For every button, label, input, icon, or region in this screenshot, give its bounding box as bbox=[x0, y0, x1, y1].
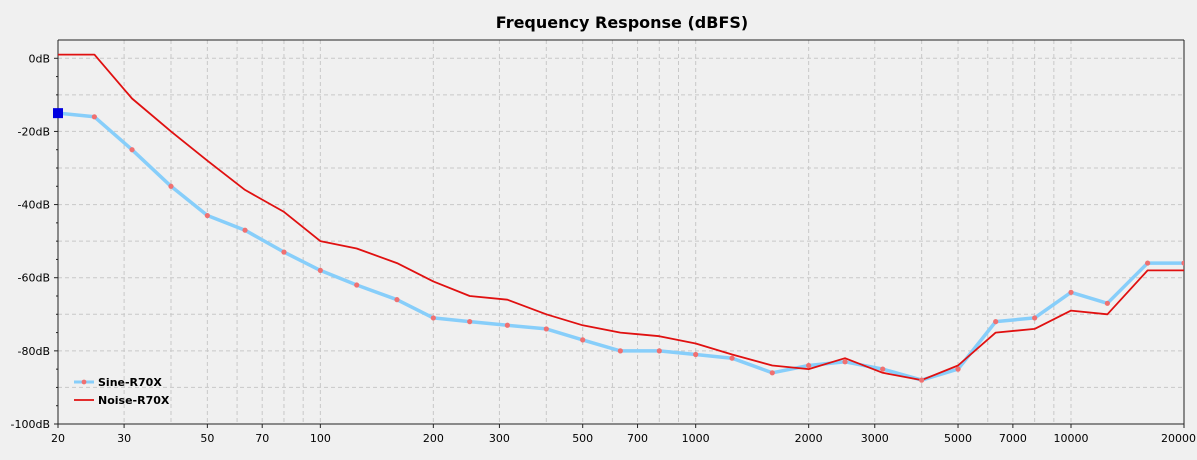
legend-marker-sine-r70x bbox=[81, 379, 87, 385]
y-tick-label: -40dB bbox=[18, 199, 51, 212]
legend-label-sine-r70x: Sine-R70X bbox=[98, 376, 162, 389]
data-point-sine-r70x bbox=[729, 355, 735, 361]
data-point-sine-r70x bbox=[168, 183, 174, 189]
x-tick-label: 200 bbox=[423, 432, 444, 445]
data-point-sine-r70x bbox=[281, 249, 287, 255]
legend-label-noise-r70x: Noise-R70X bbox=[98, 394, 170, 407]
series-line-sine-r70x bbox=[58, 111, 1184, 382]
x-tick-label: 3000 bbox=[861, 432, 889, 445]
data-point-sine-r70x bbox=[1068, 289, 1074, 295]
data-point-sine-r70x bbox=[880, 366, 886, 372]
data-point-sine-r70x bbox=[204, 212, 210, 219]
data-point-sine-r70x bbox=[806, 362, 812, 369]
x-tick-label: 2000 bbox=[795, 432, 823, 445]
data-point-sine-r70x bbox=[467, 319, 473, 325]
x-tick-label: 500 bbox=[572, 432, 593, 445]
x-tick-label: 7000 bbox=[999, 432, 1027, 445]
x-tick-label: 300 bbox=[489, 432, 510, 445]
data-point-sine-r70x bbox=[769, 370, 775, 376]
x-tick-label: 20 bbox=[51, 432, 65, 445]
data-point-sine-r70x bbox=[317, 267, 323, 273]
data-point-sine-r70x bbox=[1145, 260, 1151, 266]
data-point-sine-r70x bbox=[1104, 300, 1110, 306]
data-point-sine-r70x bbox=[656, 348, 662, 354]
data-point-sine-r70x bbox=[430, 315, 436, 321]
data-point-sine-r70x bbox=[394, 297, 400, 303]
x-tick-label: 700 bbox=[627, 432, 648, 445]
selected-point-marker bbox=[53, 108, 63, 119]
y-tick-label: -100dB bbox=[11, 418, 51, 431]
x-tick-label: 30 bbox=[117, 432, 131, 445]
data-point-sine-r70x bbox=[580, 337, 586, 343]
chart-title: Frequency Response (dBFS) bbox=[496, 13, 748, 32]
x-tick-label: 20000 bbox=[1161, 432, 1196, 445]
data-point-sine-r70x bbox=[242, 227, 248, 233]
y-tick-label: -20dB bbox=[18, 125, 51, 138]
y-tick-label: 0dB bbox=[28, 52, 50, 65]
data-point-sine-r70x bbox=[993, 319, 999, 325]
series-line-noise-r70x bbox=[58, 53, 1184, 382]
data-point-sine-r70x bbox=[543, 326, 549, 332]
x-tick-label: 50 bbox=[200, 432, 214, 445]
data-point-sine-r70x bbox=[504, 322, 510, 328]
data-point-sine-r70x bbox=[91, 114, 97, 120]
x-tick-label: 100 bbox=[310, 432, 331, 445]
data-point-sine-r70x bbox=[693, 351, 699, 358]
data-point-sine-r70x bbox=[354, 282, 360, 288]
data-point-sine-r70x bbox=[1181, 260, 1184, 266]
series-group bbox=[58, 53, 1184, 383]
data-point-sine-r70x bbox=[129, 147, 135, 153]
data-point-sine-r70x bbox=[955, 366, 961, 372]
data-point-sine-r70x bbox=[617, 348, 623, 354]
y-tick-label: -60dB bbox=[18, 272, 51, 285]
x-tick-label: 5000 bbox=[944, 432, 972, 445]
grid bbox=[57, 40, 1185, 424]
y-tick-label: -80dB bbox=[18, 345, 51, 358]
x-tick-label: 1000 bbox=[682, 432, 710, 445]
legend: Sine-R70X Noise-R70X bbox=[74, 376, 170, 407]
data-point-sine-r70x bbox=[1032, 315, 1038, 321]
data-point-sine-r70x bbox=[919, 377, 925, 383]
data-point-sine-r70x bbox=[842, 359, 848, 365]
plot-area bbox=[58, 40, 1184, 424]
x-tick-label: 70 bbox=[255, 432, 269, 445]
x-tick-label: 10000 bbox=[1054, 432, 1089, 445]
